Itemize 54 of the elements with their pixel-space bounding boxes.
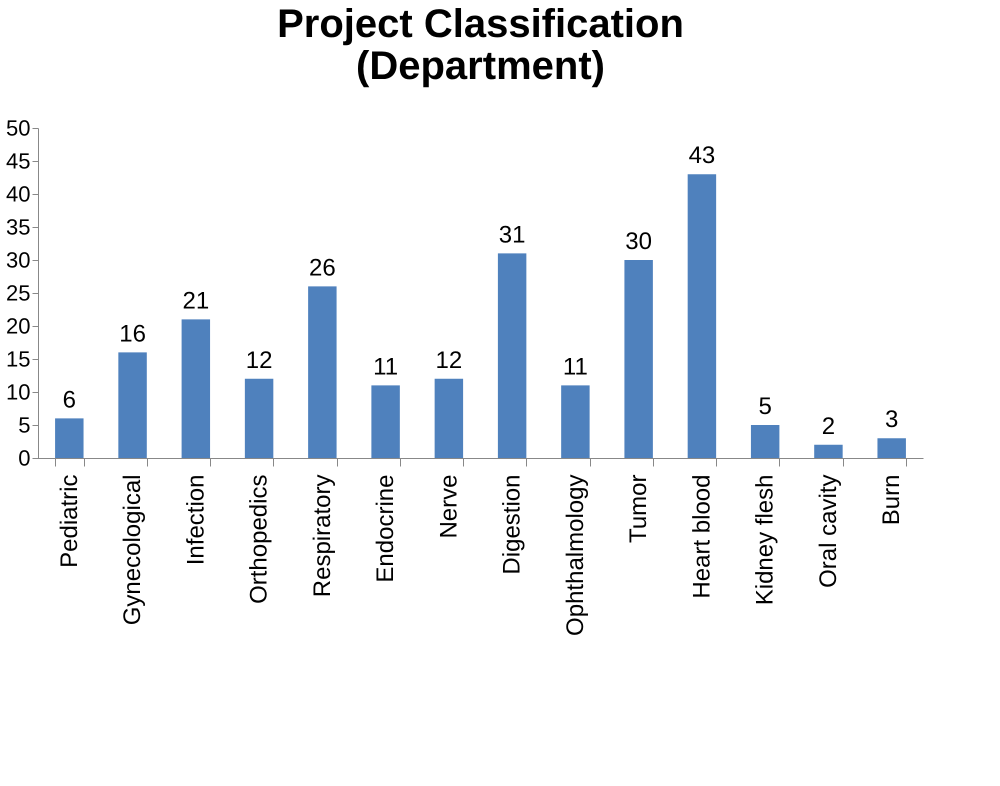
- bar: [688, 174, 716, 458]
- x-tick-label: Orthopedics: [246, 474, 273, 604]
- y-tick-label: 30: [6, 248, 30, 272]
- bar: [624, 260, 653, 458]
- x-tick-label: Infection: [182, 474, 210, 566]
- data-label: 31: [498, 221, 526, 248]
- data-label: 11: [562, 353, 588, 380]
- data-label: 26: [309, 254, 336, 282]
- x-tick-label: Tumor: [625, 474, 652, 543]
- y-tick-label: 45: [6, 148, 30, 174]
- bar: [434, 378, 464, 458]
- bar: [371, 385, 400, 458]
- data-label: 11: [373, 353, 398, 380]
- y-tick-label: 35: [6, 214, 30, 240]
- data-label: 30: [625, 228, 652, 255]
- x-tick-label: Digestion: [498, 474, 526, 575]
- data-label: 2: [822, 412, 836, 440]
- data-label: 16: [119, 320, 146, 348]
- data-label: 6: [62, 386, 76, 414]
- y-tick-label: 0: [18, 446, 30, 470]
- y-tick-label: 25: [6, 280, 30, 306]
- x-tick-label: Pediatric: [56, 474, 83, 568]
- data-label: 43: [688, 142, 716, 170]
- y-tick-label: 10: [6, 380, 30, 404]
- x-tick-label: Ophthalmology: [562, 474, 589, 636]
- x-tick-label: Endocrine: [372, 474, 400, 583]
- bar: [750, 425, 780, 458]
- data-label: 21: [182, 287, 210, 314]
- data-label: 3: [885, 406, 898, 434]
- bar: [308, 286, 337, 458]
- bar: [561, 385, 590, 458]
- x-tick-label: Kidney flesh: [752, 474, 779, 606]
- chart-title: Project Classification (Department): [277, 2, 684, 88]
- x-tick-label: Burn: [878, 474, 906, 526]
- bar: [55, 418, 84, 458]
- bar: [877, 438, 906, 458]
- y-tick-label: 50: [6, 116, 30, 140]
- bar: [182, 319, 210, 458]
- y-tick-label: 40: [6, 182, 30, 206]
- y-tick-label: 15: [6, 346, 30, 372]
- x-tick-label: Respiratory: [308, 474, 336, 598]
- y-tick-label: 5: [18, 412, 30, 438]
- bar: [244, 378, 274, 458]
- y-tick-label: 20: [6, 314, 30, 338]
- x-tick-label: Gynecological: [119, 474, 146, 626]
- bar: [498, 253, 526, 458]
- data-label: 12: [246, 346, 272, 374]
- data-label: 12: [436, 346, 462, 374]
- bar: [118, 352, 147, 458]
- x-tick-label: Nerve: [435, 474, 462, 539]
- data-label: 5: [758, 393, 772, 420]
- x-tick-label: Heart blood: [688, 474, 716, 599]
- bar: [814, 444, 843, 458]
- x-tick-label: Oral cavity: [814, 474, 842, 588]
